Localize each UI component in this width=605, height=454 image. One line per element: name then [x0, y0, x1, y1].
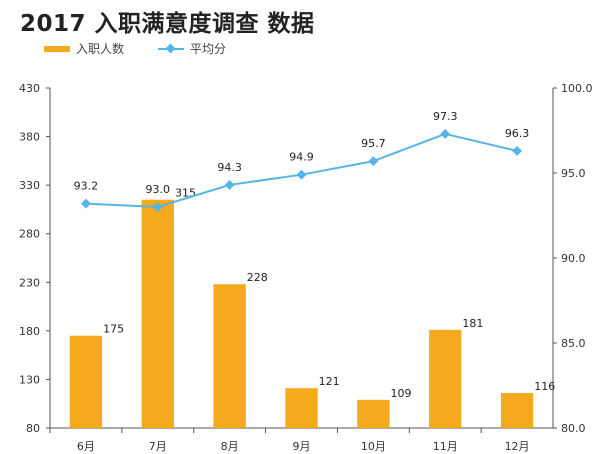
line-point [224, 179, 235, 190]
line-value-label: 94.9 [289, 151, 314, 164]
line-point [440, 128, 451, 139]
y-right-tick-label: 100.0 [561, 82, 593, 95]
y-left-tick-label: 430 [19, 82, 40, 95]
bar-value-label: 109 [391, 387, 412, 400]
y-left-tick-label: 80 [26, 422, 40, 435]
y-left-tick-label: 330 [19, 179, 40, 192]
y-left-tick-label: 230 [19, 276, 40, 289]
x-tick-label: 12月 [505, 440, 530, 453]
bar [141, 199, 174, 428]
legend-bar-swatch [44, 45, 70, 52]
line-value-label: 93.2 [74, 180, 99, 193]
y-right-tick-label: 85.0 [561, 337, 586, 350]
y-right-tick-label: 80.0 [561, 422, 586, 435]
x-tick-label: 8月 [221, 440, 239, 453]
line-point [152, 202, 163, 212]
line-value-label: 93.0 [146, 183, 171, 196]
x-tick-label: 9月 [293, 440, 311, 453]
x-tick-label: 10月 [361, 440, 386, 453]
line-value-label: 95.7 [361, 137, 386, 150]
line-point [368, 156, 379, 167]
line-value-label: 94.3 [217, 161, 242, 174]
bar-value-label: 121 [319, 375, 340, 388]
legend-line-swatch [158, 44, 185, 54]
y-left-tick-label: 380 [19, 131, 40, 144]
bar [500, 393, 534, 428]
bar [285, 388, 318, 428]
y-left-tick-label: 130 [19, 373, 40, 386]
y-left-tick-label: 180 [19, 325, 40, 338]
x-tick-label: 7月 [149, 440, 167, 453]
x-tick-label: 6月 [77, 440, 95, 453]
chart-title: 2017 入职满意度调查 数据 [20, 11, 315, 37]
legend: 入职人数 平均分 [44, 40, 260, 57]
line-point [512, 145, 523, 156]
y-right-tick-label: 95.0 [561, 167, 586, 180]
bar [357, 399, 390, 428]
y-right-tick-label: 90.0 [561, 252, 586, 265]
bar-value-label: 228 [247, 271, 268, 284]
x-tick-label: 11月 [433, 440, 458, 453]
bar [213, 284, 246, 428]
legend-bar-label: 入职人数 [76, 42, 125, 56]
legend-line-label: 平均分 [190, 42, 227, 56]
line-value-label: 96.3 [505, 127, 530, 140]
line-point [80, 198, 91, 209]
bar [429, 329, 462, 428]
legend-item-line: 平均分 [158, 40, 226, 57]
bar-value-label: 181 [462, 317, 483, 330]
line-point [296, 169, 307, 180]
bar-value-label: 175 [103, 323, 124, 336]
line-value-label: 97.3 [433, 110, 458, 123]
y-left-tick-label: 280 [19, 228, 40, 241]
bar-value-label: 116 [534, 380, 555, 393]
bar [69, 335, 103, 428]
legend-item-bar: 入职人数 [44, 40, 124, 57]
